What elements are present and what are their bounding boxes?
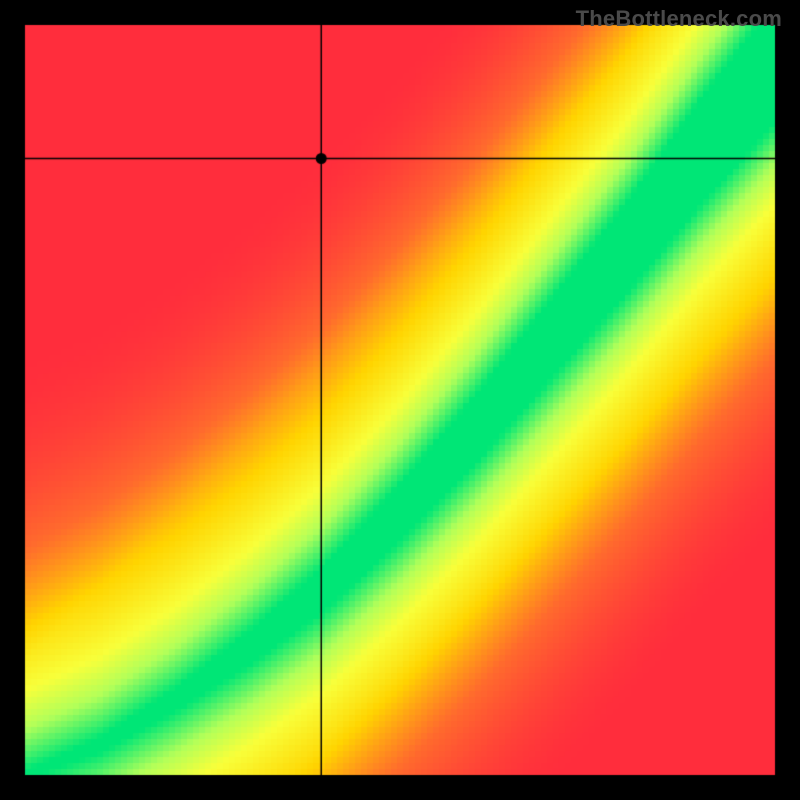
chart-container: TheBottleneck.com [0, 0, 800, 800]
site-watermark: TheBottleneck.com [576, 6, 782, 32]
bottleneck-heatmap [0, 0, 800, 800]
